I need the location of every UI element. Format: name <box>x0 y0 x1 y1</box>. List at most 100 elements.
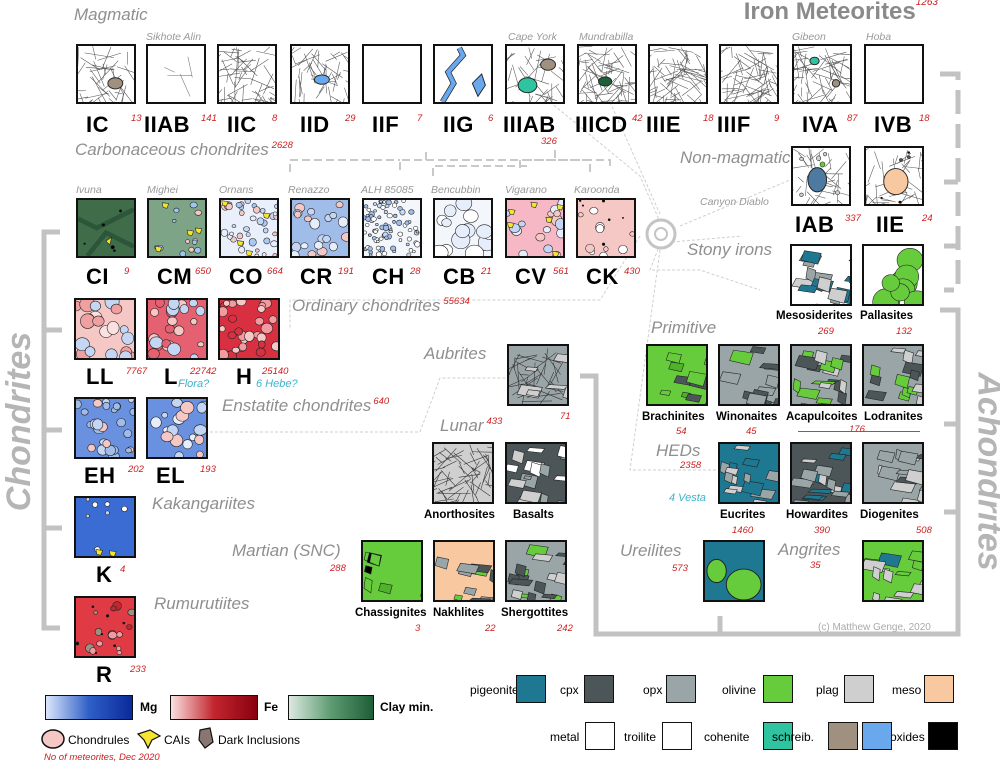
legend-clay-bar <box>288 695 374 720</box>
count-l: 22742 <box>190 366 217 377</box>
lunar-header: Lunar 433 <box>440 416 503 435</box>
sub-hoba: Hoba <box>866 31 892 43</box>
primitive-shared-count: 176 <box>849 424 865 435</box>
tile-ck <box>576 198 636 258</box>
ureilites-header: Ureilites <box>620 541 682 560</box>
kakangari-header: Kakangariites <box>152 494 256 513</box>
count-winonaites: 45 <box>746 426 757 437</box>
tile-ic <box>76 44 136 104</box>
rumuruti-header: Rumurutiites <box>154 594 250 613</box>
legend-label-oxides: oxides <box>890 730 925 744</box>
legend-label-meso: meso <box>892 683 922 697</box>
legend-chondrules: Chondrules <box>68 733 130 747</box>
label-iva: IVA <box>802 112 839 137</box>
count-iiiab: 326 <box>541 136 557 147</box>
count-howardites: 390 <box>814 525 830 536</box>
label-ivb: IVB <box>874 112 913 137</box>
count-iiab: 141 <box>201 113 217 124</box>
label-brachinites: Brachinites <box>642 411 705 423</box>
legend-fe-bar <box>170 695 258 720</box>
dark-inclusion-icon <box>198 727 214 749</box>
label-pallasites: Pallasites <box>860 310 914 322</box>
count-ci: 9 <box>124 266 130 277</box>
label-co: CO <box>229 264 263 289</box>
count-cv: 561 <box>553 266 569 277</box>
tile-ll <box>74 298 136 360</box>
count-mesosiderites: 269 <box>818 326 834 337</box>
legend-swatch-plag <box>844 675 874 703</box>
count-shergottites: 242 <box>557 623 573 634</box>
sub-gibeon: Gibeon <box>792 31 826 43</box>
count-brachinites: 54 <box>676 426 687 437</box>
count-iab: 337 <box>845 213 861 224</box>
sub-ivuna: Ivuna <box>76 184 102 196</box>
iron-count: 1263 <box>915 0 938 8</box>
legend-note: No of meteorites, Dec 2020 <box>44 752 160 763</box>
tile-cr <box>290 198 350 258</box>
martian-count: 288 <box>330 563 346 574</box>
legend-cais: CAIs <box>164 733 191 747</box>
tile-aubrite <box>507 344 569 406</box>
tile-iic <box>217 44 277 104</box>
legend-dark: Dark Inclusions <box>218 733 301 747</box>
label-iiif: IIIF <box>717 112 751 137</box>
legend-swatch-schreib <box>828 722 858 750</box>
count-iid: 29 <box>345 113 356 124</box>
sub-bencubbin: Bencubbin <box>431 184 481 196</box>
legend-swatch-cohenite <box>763 722 793 750</box>
label-el: EL <box>156 463 186 488</box>
vesta-note: 4 Vesta <box>669 492 706 504</box>
label-cb: CB <box>443 264 476 289</box>
tile-iid <box>290 44 350 104</box>
legend-swatch-pigeonite <box>516 675 546 703</box>
count-ll: 7767 <box>126 366 148 377</box>
hebe-note: 6 Hebe? <box>256 378 298 390</box>
label-iic: IIC <box>227 112 257 137</box>
tile-shergottites <box>505 540 567 602</box>
legend-label-pigeonite: pigeonite <box>470 683 519 697</box>
primitive-header: Primitive <box>651 318 717 337</box>
chondrule-icon <box>41 729 65 749</box>
tile-iiab <box>146 44 206 104</box>
legend-label-cpx: cpx <box>560 683 579 697</box>
tile-cv <box>505 198 565 258</box>
count-h: 25140 <box>262 366 289 377</box>
label-basalts: Basalts <box>513 509 554 521</box>
nonmagmatic-header: Non-magmatic <box>680 148 791 167</box>
count-el: 193 <box>200 464 216 475</box>
count-chassignites: 3 <box>415 623 421 634</box>
cai-icon <box>136 729 162 750</box>
label-iid: IID <box>300 112 330 137</box>
tile-pallasites <box>862 244 924 306</box>
legend-swatch-metal <box>585 722 615 750</box>
stony-irons-header: Stony irons <box>687 240 773 259</box>
label-cv: CV <box>515 264 547 289</box>
label-chassignites: Chassignites <box>355 607 427 619</box>
legend-swatch-olivine <box>763 675 793 703</box>
tile-iie <box>864 146 924 206</box>
legend-swatch-troilite <box>662 722 692 750</box>
sub-sikhote: Sikhote Alin <box>146 31 202 43</box>
label-eh: EH <box>84 463 116 488</box>
legend-label-metal: metal <box>550 730 580 744</box>
count-iie: 24 <box>922 213 933 224</box>
primitive-shared-line <box>798 431 920 432</box>
count-cm: 650 <box>195 266 211 277</box>
tile-diogenites <box>862 442 924 504</box>
sub-vigarano: Vigarano <box>505 184 547 196</box>
heds-count: 2358 <box>680 460 702 471</box>
legend-mg-bar <box>45 695 133 720</box>
ordinary-header: Ordinary chondrites 55634 <box>292 296 470 315</box>
tile-iiif <box>719 44 779 104</box>
tile-anorthosites <box>432 442 494 504</box>
count-cb: 21 <box>481 266 492 277</box>
tile-h <box>218 298 280 360</box>
tile-eh <box>74 397 136 459</box>
label-howardites: Howardites <box>786 509 848 521</box>
legend-label-troilite: troilite <box>624 730 657 744</box>
tile-iif <box>362 44 422 104</box>
label-ch: CH <box>372 264 405 289</box>
count-ck: 430 <box>624 266 640 277</box>
legend-mg-label: Mg <box>140 700 158 714</box>
magmatic-header: Magmatic <box>74 5 148 24</box>
